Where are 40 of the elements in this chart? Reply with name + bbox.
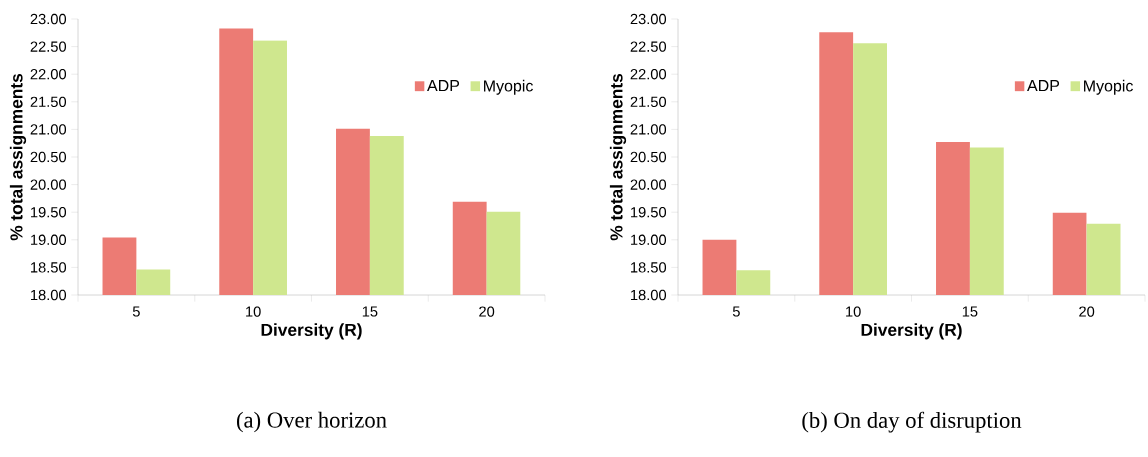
x-tick-label: 5 [132,306,140,317]
y-tick-label: 21.00 [630,124,667,135]
y-tick-label: 18.00 [631,289,667,301]
legend-label: Myopic [1084,79,1133,95]
y-tick-label: 22.50 [630,41,667,52]
y-tick-label: 20.50 [630,151,667,163]
y-tick-label: 22.00 [30,69,67,80]
y-tick-label: 20.50 [30,151,67,163]
y-tick-label: 22.50 [30,41,67,52]
x-tick-label: 20 [479,306,495,317]
y-tick-label: 21.50 [30,96,67,107]
y-axis-title: % total assignments [609,73,627,241]
x-tick-label: 15 [962,306,978,317]
y-tick-label: 18.50 [631,262,667,273]
y-tick-label: 18.50 [31,262,67,273]
x-tick-label: 5 [732,306,740,317]
text: (b) On day of disruption [802,411,1022,433]
text: (a) Over horizon [236,411,387,433]
x-tick-label: 20 [1079,306,1095,317]
x-tick-label: 10 [246,306,261,317]
y-tick-label: 19.00 [31,234,67,245]
legend-label: ADP [1027,80,1060,92]
y-tick-label: 20.00 [630,179,667,190]
x-axis-title: Diversity (R) [861,323,962,340]
y-tick-label: 19.00 [631,234,667,245]
x-tick-label: 15 [362,306,378,317]
y-tick-label: 19.50 [631,207,667,218]
y-tick-label: 23.00 [30,13,67,25]
y-tick-label: 21.00 [30,124,67,135]
x-tick-label: 10 [846,306,861,317]
y-tick-label: 18.00 [31,289,67,301]
y-tick-label: 21.50 [630,96,667,107]
y-tick-label: 19.50 [31,207,67,218]
x-axis-title: Diversity (R) [261,323,362,340]
y-tick-label: 23.00 [630,13,667,25]
y-tick-label: 22.00 [630,69,667,80]
legend-label: Myopic [484,79,533,95]
legend-label: ADP [427,80,460,92]
y-tick-label: 20.00 [30,179,67,190]
y-axis-title: % total assignments [9,73,27,241]
